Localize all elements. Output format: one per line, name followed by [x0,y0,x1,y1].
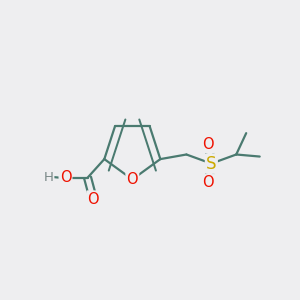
Text: S: S [206,154,217,172]
Text: O: O [127,172,138,187]
Text: O: O [88,191,99,206]
Text: O: O [60,170,71,185]
Text: H: H [44,171,53,184]
Text: O: O [202,175,214,190]
Text: O: O [202,137,214,152]
